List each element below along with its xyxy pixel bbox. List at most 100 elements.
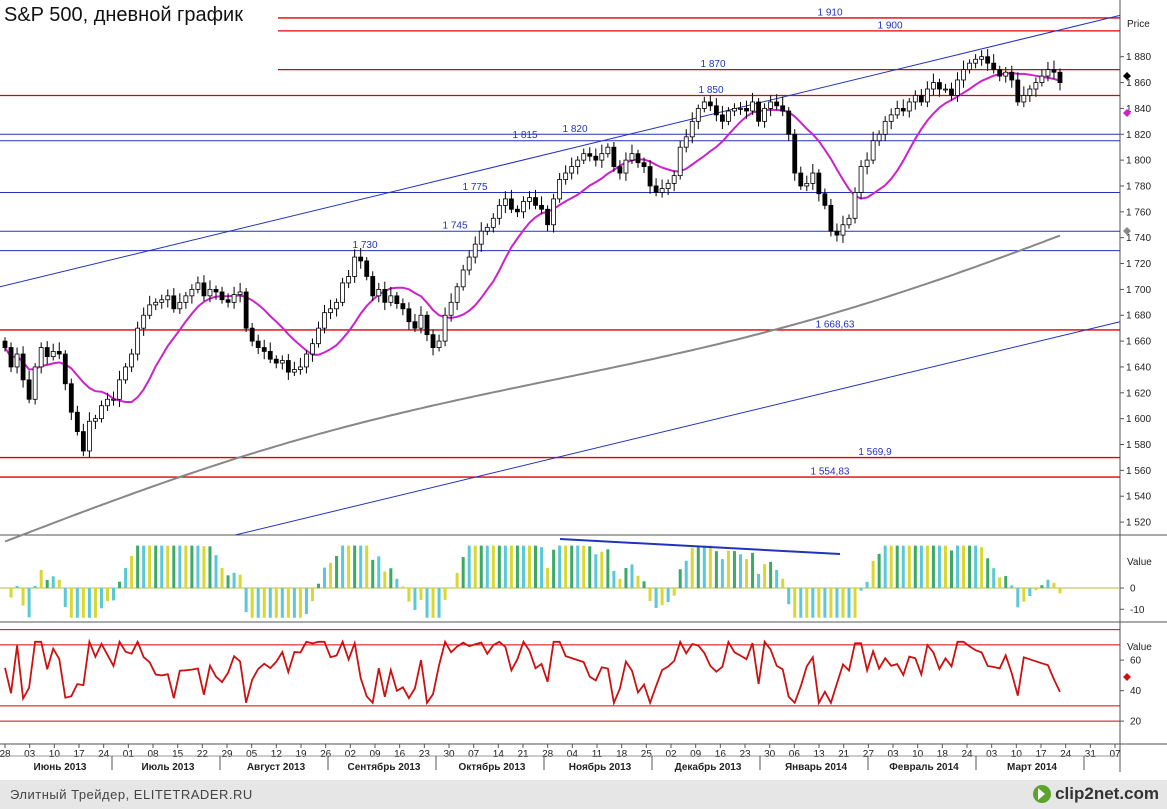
candle-body (1045, 69, 1051, 77)
candle-body (876, 133, 882, 142)
y-tick-label: 1 560 (1126, 466, 1151, 477)
month-label: Март 2014 (1007, 762, 1057, 773)
candle-body (32, 366, 38, 400)
y-tick-label: 1 840 (1126, 104, 1151, 115)
x-tick-label: 25 (641, 749, 653, 760)
candle-body (912, 95, 918, 103)
candle-body (207, 288, 213, 297)
candle-body (26, 379, 32, 400)
candle-body (515, 208, 520, 213)
candle-body (159, 299, 165, 303)
candle-body (334, 301, 339, 310)
candle-body (418, 314, 424, 329)
candle-body (424, 314, 430, 336)
level-label: 1 745 (442, 221, 467, 232)
month-label: Июнь 2013 (34, 762, 87, 773)
x-tick-label: 30 (764, 749, 776, 760)
candle-body (605, 146, 611, 155)
x-tick-label: 12 (271, 749, 283, 760)
candle-body (906, 101, 912, 112)
x-tick-label: 28 (542, 749, 554, 760)
candle-body (713, 105, 719, 116)
candle-body (147, 304, 153, 316)
candle-body (255, 340, 261, 348)
x-tick-label: 14 (493, 749, 505, 760)
candle-body (1021, 95, 1027, 103)
x-tick-label: 10 (1011, 749, 1023, 760)
candle-body (834, 230, 840, 236)
level-label: 1 850 (698, 85, 723, 96)
level-label: 1 554,83 (811, 467, 850, 478)
osc-tick-label: 0 (1130, 584, 1136, 595)
y-tick-label: 1 580 (1126, 440, 1151, 451)
candle-body (1003, 71, 1009, 77)
ma-short-line (4, 71, 1061, 403)
rsi-line (4, 638, 1061, 706)
candle-body (165, 295, 171, 301)
candle-body (852, 192, 858, 219)
x-tick-label: 10 (912, 749, 924, 760)
candle-body (931, 82, 936, 90)
footer-bar (0, 780, 1167, 809)
candle-body (683, 136, 689, 148)
candle-body (671, 175, 677, 184)
candle-body (472, 243, 478, 258)
candle-body (593, 155, 599, 161)
candle-body (189, 288, 195, 297)
y-tick-label: 1 760 (1126, 207, 1151, 218)
y-tick-label: 1 600 (1126, 414, 1151, 425)
candle-body (967, 62, 972, 71)
candle-body (973, 58, 978, 64)
y-tick-label: 1 520 (1126, 518, 1151, 529)
month-label: Декабрь 2013 (675, 761, 742, 773)
candle-body (732, 108, 737, 112)
candle-body (177, 301, 183, 310)
candle-body (394, 295, 400, 305)
level-label: 1 668,63 (816, 319, 855, 330)
x-tick-label: 03 (887, 749, 899, 760)
x-tick-label: 01 (123, 749, 135, 760)
candle-body (1039, 75, 1045, 83)
candle-body (87, 420, 92, 452)
level-label: 1 775 (462, 182, 487, 193)
candle-body (623, 159, 629, 174)
candle-body (768, 101, 774, 109)
candle-body (653, 185, 659, 193)
candle-body (68, 383, 74, 413)
footer-text: Элитный Трейдер, ELITETRADER.RU (10, 787, 253, 802)
candle-body (918, 95, 924, 103)
month-label: Ноябрь 2013 (569, 761, 632, 773)
candle-body (105, 398, 110, 407)
candle-body (183, 295, 189, 303)
x-tick-label: 27 (863, 749, 875, 760)
level-label: 1 870 (700, 59, 725, 70)
y-tick-label: 1 660 (1126, 337, 1151, 348)
candle-body (388, 295, 394, 303)
candle-body (20, 353, 26, 381)
x-tick-label: 19 (295, 749, 307, 760)
y-tick-label: 1 680 (1126, 311, 1151, 322)
candle-body (762, 108, 767, 122)
candle-body (641, 162, 647, 167)
candle-body (816, 172, 822, 195)
candle-body (774, 101, 780, 107)
candle-body (961, 69, 966, 81)
candle-body (894, 108, 900, 116)
candle-body (617, 166, 623, 174)
candle-body (285, 360, 291, 373)
x-tick-label: 24 (961, 749, 973, 760)
rsi-marker (1123, 673, 1131, 681)
candle-body (502, 198, 508, 206)
x-tick-label: 23 (419, 749, 431, 760)
rsi-axis-label: Value (1127, 642, 1152, 653)
x-tick-label: 10 (49, 749, 61, 760)
candle-body (822, 193, 828, 206)
candle-body (273, 358, 279, 364)
y-tick-label: 1 640 (1126, 362, 1151, 373)
candle-body (141, 314, 147, 329)
candle-body (707, 101, 713, 107)
candle-body (756, 101, 761, 122)
candle-body (249, 327, 255, 342)
candle-body (129, 353, 135, 368)
y-tick-label: 1 780 (1126, 181, 1151, 192)
